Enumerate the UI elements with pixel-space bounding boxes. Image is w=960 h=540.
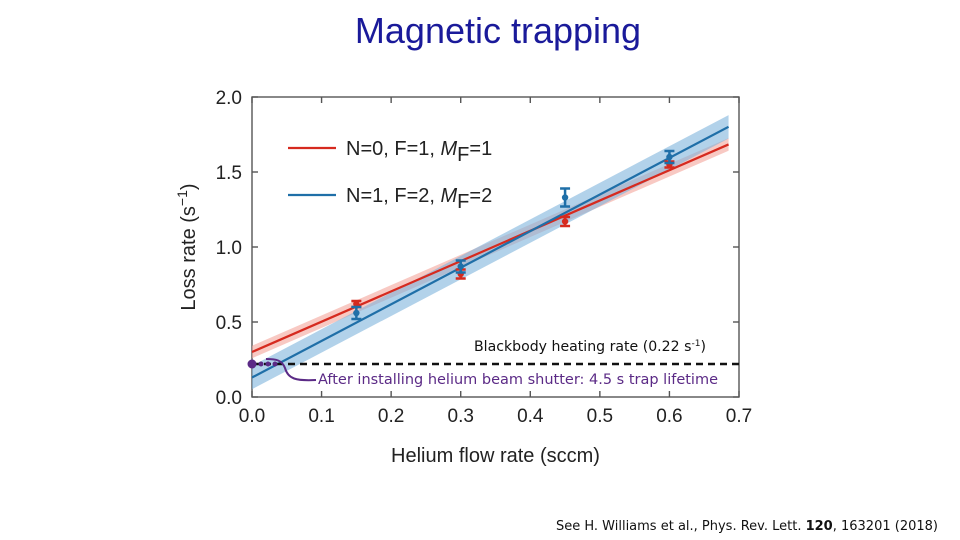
y-tick-label: 1.5 xyxy=(216,163,242,184)
legend-label-series-1: N=1, F=2, MF=2 xyxy=(346,185,492,213)
data-point-series-0 xyxy=(561,218,569,225)
annotation-point xyxy=(247,359,257,369)
annotation-label: After installing helium beam shutter: 4.… xyxy=(318,372,718,388)
legend-label-suffix: =1 xyxy=(469,138,492,160)
legend-label-prefix: N=1, F=2, xyxy=(346,185,441,207)
reference-label-exp: -1 xyxy=(691,339,700,349)
citation-suffix: , 163201 (2018) xyxy=(832,519,938,534)
citation-prefix: See H. Williams et al., Phys. Rev. Lett. xyxy=(555,519,806,534)
x-tick-label: 0.2 xyxy=(378,406,404,427)
data-point-series-1 xyxy=(457,263,464,270)
legend-label-prefix: N=0, F=1, xyxy=(346,138,441,160)
data-point-series-1 xyxy=(666,153,673,161)
reference-label-text: Blackbody heating rate (0.22 s xyxy=(474,339,691,355)
legend-label-symbol: M xyxy=(441,138,458,160)
citation-volume: 120 xyxy=(805,519,833,534)
data-point-series-1 xyxy=(353,309,360,317)
x-tick-label: 0.6 xyxy=(656,406,682,427)
x-tick-label: 0.0 xyxy=(239,406,265,427)
data-point-series-1 xyxy=(561,194,569,201)
y-axis-label-text: Loss rate (s xyxy=(178,206,200,310)
reference-line-label: Blackbody heating rate (0.22 s -1) xyxy=(474,339,706,355)
legend-label-subscript: F xyxy=(457,191,469,213)
x-axis-label: Helium flow rate (sccm) xyxy=(391,445,600,467)
y-tick-label: 2.0 xyxy=(216,88,242,109)
x-tick-label: 0.4 xyxy=(517,406,544,427)
y-axis-label-exp: −1 xyxy=(174,190,190,206)
reference-label-end: ) xyxy=(700,339,706,355)
x-tick-label: 0.5 xyxy=(587,406,613,427)
y-tick-label: 0.5 xyxy=(216,313,242,334)
legend-label-subscript: F xyxy=(457,144,469,166)
slide-title: Magnetic trapping xyxy=(354,10,642,51)
annotation-arrow-dot xyxy=(272,361,278,367)
y-axis-label-close: ) xyxy=(178,183,200,190)
legend-label-suffix: =2 xyxy=(469,185,492,207)
y-tick-label: 0.0 xyxy=(216,388,242,409)
legend-label-series-0: N=0, F=1, MF=1 xyxy=(346,138,492,166)
data-point-series-0 xyxy=(353,300,360,308)
annotation-arrow xyxy=(265,358,317,382)
annotation-arrow-dot xyxy=(258,361,264,367)
legend-label-symbol: M xyxy=(441,185,458,207)
y-tick-label: 1.0 xyxy=(216,238,242,259)
y-axis-label: Loss rate (s−1) xyxy=(174,183,200,310)
fit-line-series-0 xyxy=(251,143,730,354)
x-tick-label: 0.7 xyxy=(726,406,752,427)
x-tick-label: 0.1 xyxy=(308,406,334,427)
annotation-arrow-dot xyxy=(265,361,271,367)
citation: See H. Williams et al., Phys. Rev. Lett.… xyxy=(556,519,938,534)
x-tick-label: 0.3 xyxy=(448,406,474,427)
fit-line-series-1 xyxy=(251,125,730,379)
